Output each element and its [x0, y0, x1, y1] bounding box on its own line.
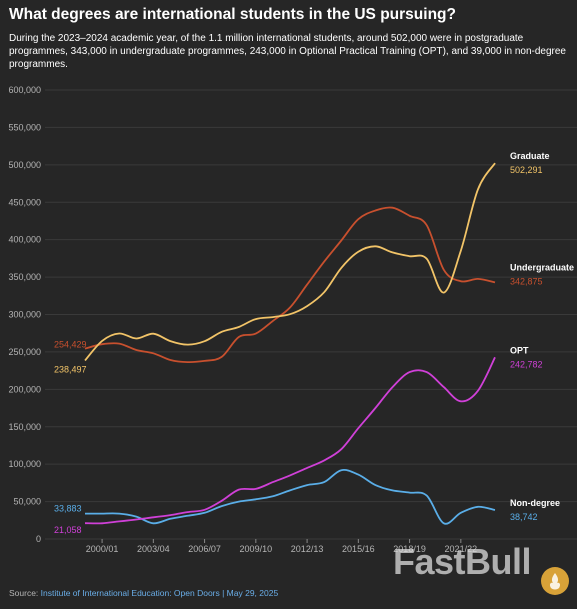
y-axis-tick-labels: 0 50,000 100,000 150,000 200,000 250,000 300,0… [8, 85, 41, 544]
y-tick-label: 600,000 [8, 85, 41, 95]
chart-subtitle: During the 2023–2024 academic year, of t… [9, 33, 566, 70]
graduate-end-value: 502,291 [510, 165, 543, 175]
opt-start-label: 21,058 [54, 525, 82, 535]
source-note: Source: Institute of International Educa… [9, 588, 278, 598]
line-chart: 0 50,000 100,000 150,000 200,000 250,000 300,0… [8, 85, 577, 554]
non_degree-series-name: Non-degree [510, 498, 560, 508]
y-tick-label: 300,000 [8, 310, 41, 320]
undergraduate-start-label: 254,429 [54, 340, 87, 350]
non_degree-series-line [85, 469, 496, 525]
y-tick-label: 150,000 [8, 422, 41, 432]
y-tick-label: 400,000 [8, 235, 41, 245]
fastbull-logo-icon [541, 567, 569, 595]
non_degree-start-label: 33,883 [54, 504, 82, 514]
x-tick-label: 2021/22 [445, 544, 478, 554]
x-tick-label: 2000/01 [86, 544, 119, 554]
x-axis-tick-labels: 2000/01 2003/04 2006/07 2009/10 2012/13 2015/… [86, 539, 477, 554]
opt-end-value: 242,782 [510, 359, 543, 369]
chart-title: What degrees are international students … [9, 6, 456, 23]
undergraduate-series-line [84, 206, 496, 364]
x-tick-label: 2018/19 [393, 544, 426, 554]
y-tick-label: 50,000 [13, 497, 41, 507]
x-tick-label: 2009/10 [240, 544, 273, 554]
y-tick-label: 500,000 [8, 160, 41, 170]
series-labels: 238,497 254,429 21,058 33,883 Graduate 502,29… [54, 151, 574, 535]
grid-lines [45, 89, 577, 540]
y-tick-label: 550,000 [8, 122, 41, 132]
undergraduate-end-value: 342,875 [510, 276, 543, 286]
graduate-start-label: 238,497 [54, 365, 87, 375]
x-tick-label: 2006/07 [188, 544, 221, 554]
opt-series-line [84, 356, 496, 525]
series-lines [84, 162, 496, 525]
source-prefix: Source: [9, 588, 39, 598]
y-tick-label: 250,000 [8, 347, 41, 357]
graduate-series-name: Graduate [510, 151, 550, 161]
opt-series-name: OPT [510, 345, 529, 355]
x-tick-label: 2003/04 [137, 544, 170, 554]
x-tick-label: 2012/13 [291, 544, 324, 554]
non_degree-end-value: 38,742 [510, 512, 538, 522]
y-tick-label: 0 [36, 534, 41, 544]
y-tick-label: 200,000 [8, 384, 41, 394]
graduate-series-line [84, 162, 496, 362]
source-link[interactable]: Institute of International Education: Op… [40, 588, 279, 598]
fastbull-watermark: FastBull [393, 541, 532, 582]
x-tick-label: 2015/16 [342, 544, 375, 554]
y-tick-label: 100,000 [8, 459, 41, 469]
undergraduate-series-name: Undergraduate [510, 262, 574, 272]
y-tick-label: 350,000 [8, 272, 41, 282]
y-tick-label: 450,000 [8, 197, 41, 207]
